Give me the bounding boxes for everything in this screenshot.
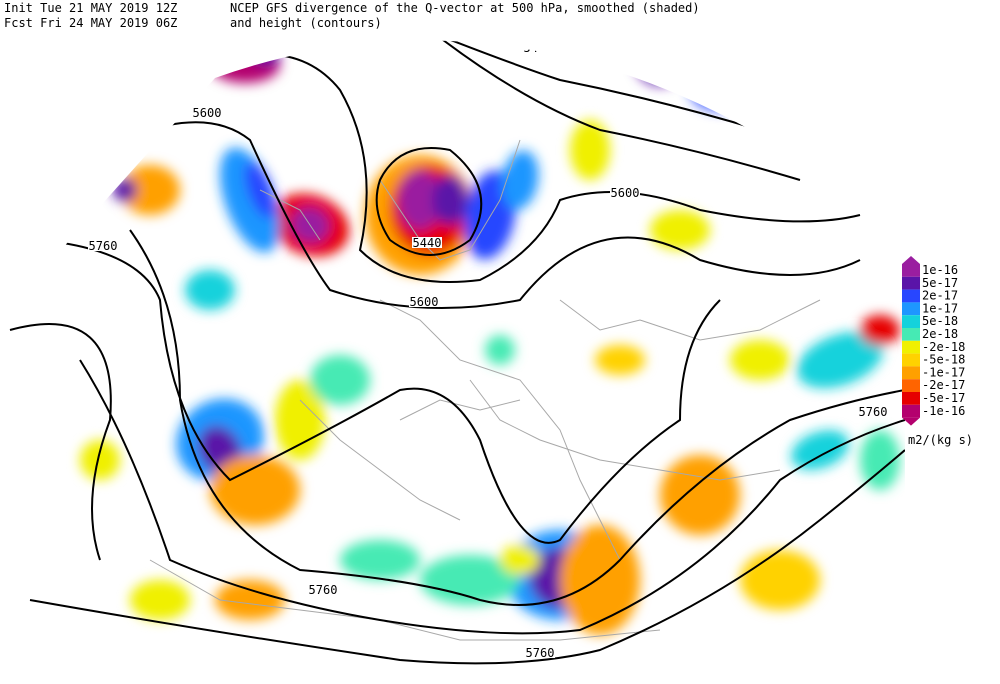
legend: 1e-165e-172e-171e-175e-182e-18-2e-18-5e-…: [902, 256, 973, 447]
contours: [9, 40, 905, 665]
legend-arrow: [902, 256, 920, 264]
shaded-area: [560, 525, 640, 635]
legend-swatch: [902, 264, 920, 277]
contour-label: 5600: [193, 106, 222, 120]
shaded-area: [120, 165, 180, 215]
map-subtitle: and height (contours): [230, 16, 382, 30]
legend-swatch: [902, 289, 920, 303]
forecast-time: Fcst Fri 24 MAY 2019 06Z: [4, 16, 177, 30]
shaded-area: [595, 345, 645, 375]
contour-label-bg: [308, 584, 338, 595]
shaded-area: [275, 380, 325, 460]
contour-label: 5600: [611, 186, 640, 200]
legend-label: 2e-18: [922, 327, 958, 341]
legend-swatch: [902, 366, 920, 380]
legend-label: 1e-16: [922, 263, 958, 277]
legend-arrow: [902, 417, 920, 426]
init-time: Init Tue 21 MAY 2019 12Z: [4, 1, 177, 15]
legend-label: -1e-16: [922, 404, 965, 418]
shaded-area: [796, 331, 884, 389]
shading: [80, 40, 900, 635]
legend-swatch: [902, 353, 920, 367]
legend-label: -5e-18: [922, 353, 965, 367]
legend-swatch: [902, 392, 920, 405]
shaded-area: [730, 340, 790, 380]
contour-label: 5760: [859, 405, 888, 419]
contour-label: 5760: [526, 646, 555, 660]
shaded-area: [570, 120, 610, 180]
map-title: NCEP GFS divergence of the Q-vector at 5…: [230, 1, 700, 15]
legend-label: -1e-17: [922, 365, 965, 379]
shaded-area: [660, 455, 740, 535]
legend-swatch: [902, 276, 920, 290]
contour-label: 5440: [524, 41, 553, 55]
legend-swatch: [902, 379, 920, 392]
shaded-area: [791, 430, 849, 470]
legend-swatch: [902, 315, 920, 328]
shaded-area: [500, 545, 540, 575]
shaded-area: [185, 270, 235, 310]
shaded-area: [432, 175, 468, 225]
legend-label: 2e-17: [922, 289, 958, 303]
contour-label-bg: [88, 240, 118, 251]
shaded-area: [210, 47, 280, 83]
legend-label: -2e-17: [922, 378, 965, 392]
shaded-area: [485, 335, 515, 365]
shaded-area: [690, 70, 750, 110]
shaded-area: [860, 315, 900, 345]
shaded-area: [398, 170, 442, 230]
legend-unit: m2/(kg s): [908, 433, 973, 447]
shaded-area: [650, 210, 710, 250]
legend-swatch: [902, 404, 920, 418]
contour-label-bg: [192, 107, 222, 118]
contour-label-bg: [412, 237, 442, 248]
shaded-area: [860, 430, 900, 490]
shaded-area: [740, 550, 820, 610]
shaded-area: [113, 178, 137, 202]
legend-label: -5e-17: [922, 391, 965, 405]
shaded-area: [501, 150, 539, 210]
contour-label: 5760: [89, 239, 118, 253]
shaded-area: [635, 40, 685, 85]
legend-label: -2e-18: [922, 340, 965, 354]
legend-label: 5e-17: [922, 276, 958, 290]
legend-swatch: [902, 328, 920, 341]
contour-label-bg: [409, 296, 439, 307]
shaded-area: [340, 540, 420, 580]
contour-label: 5440: [413, 236, 442, 250]
legend-swatch: [902, 302, 920, 316]
shaded-area: [80, 440, 120, 480]
legend-label: 1e-17: [922, 301, 958, 315]
contour-label-bg: [610, 187, 640, 198]
contour-label-bg: [525, 647, 555, 658]
shaded-area: [310, 355, 370, 405]
shaded-area: [210, 455, 300, 525]
shaded-area: [250, 45, 280, 65]
contour-label: 5600: [410, 295, 439, 309]
legend-swatch: [902, 340, 920, 354]
contour-label-bg: [858, 406, 888, 417]
shaded-area: [420, 555, 520, 605]
legend-label: 5e-18: [922, 314, 958, 328]
shaded-area: [215, 580, 285, 620]
shaded-area: [130, 580, 190, 620]
contour-label: 5760: [309, 583, 338, 597]
